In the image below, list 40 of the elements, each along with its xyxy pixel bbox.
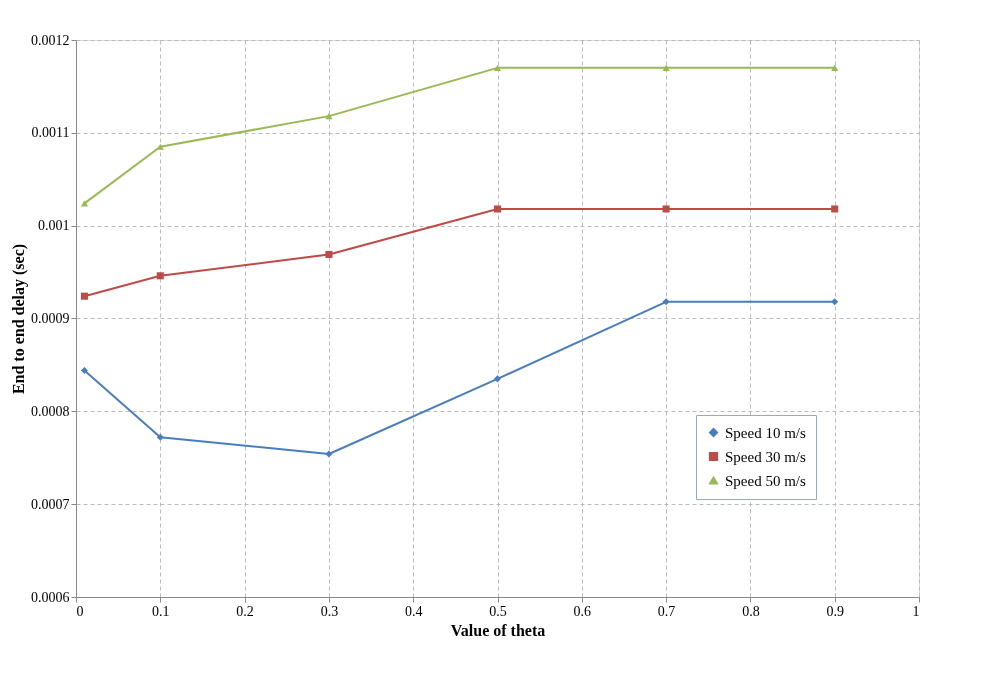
- point: [493, 375, 502, 383]
- x-tick-label: 0.1: [152, 603, 170, 619]
- y-tick-label: 0.0008: [31, 403, 70, 419]
- point: [325, 250, 333, 258]
- x-tick-label: 0.3: [320, 603, 339, 619]
- x-tick-label: 0.4: [404, 603, 423, 619]
- y-tick-label: 0.0007: [31, 496, 70, 512]
- point: [662, 205, 670, 213]
- point: [662, 64, 670, 71]
- x-axis-title: Value of theta: [450, 621, 546, 639]
- x-tick-label: 0.7: [657, 603, 676, 619]
- y-tick-label: 0.0009: [31, 311, 70, 326]
- legend-label: Speed 30 m/s: [725, 448, 806, 465]
- x-tick-label: 0.6: [573, 603, 592, 619]
- y-tick-label: 0.0012: [31, 32, 70, 48]
- point: [80, 366, 88, 375]
- x-tick-label: 1: [912, 603, 920, 619]
- x-tick-label: 0.2: [236, 603, 254, 619]
- x-tick-label: 0.8: [742, 603, 760, 619]
- y-tick-label: 0.0011: [31, 125, 70, 141]
- point: [325, 450, 333, 458]
- point: [80, 292, 88, 300]
- legend-label: Speed 10 m/s: [725, 424, 806, 441]
- y-tick-label: 0.0006: [31, 589, 70, 605]
- y-tick-label: 0.001: [38, 218, 70, 234]
- point: [831, 298, 839, 306]
- point: [493, 205, 502, 213]
- point: [325, 113, 333, 120]
- point: [493, 64, 502, 71]
- x-tick-label: 0: [76, 603, 84, 619]
- point: [831, 205, 839, 213]
- point: [156, 433, 164, 441]
- x-tick-label: 0.5: [489, 603, 507, 619]
- point: [156, 143, 164, 150]
- point: [662, 298, 670, 306]
- point: [156, 272, 164, 280]
- y-axis-title: End to end delay (sec): [10, 243, 28, 395]
- point: [831, 64, 839, 71]
- x-tick-label: 0.9: [826, 603, 844, 619]
- legend-label: Speed 50 m/s: [725, 472, 806, 489]
